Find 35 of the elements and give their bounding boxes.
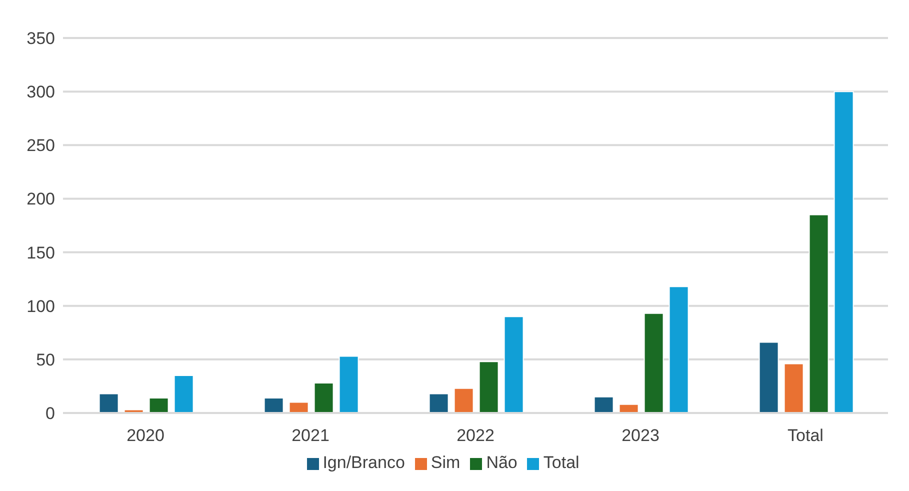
y-tick-label: 50 xyxy=(36,350,55,370)
bar xyxy=(644,312,664,413)
y-tick-label: 350 xyxy=(26,29,55,48)
bar xyxy=(504,316,524,413)
bar xyxy=(338,356,359,413)
bar xyxy=(758,342,779,413)
x-tick-label: 2022 xyxy=(456,426,494,446)
y-tick-label: 300 xyxy=(26,82,55,102)
y-tick-label: 0 xyxy=(46,404,55,424)
x-tick-label: 2020 xyxy=(126,426,164,446)
bar xyxy=(594,396,614,413)
y-tick-label: 250 xyxy=(26,136,55,156)
legend-label: Sim xyxy=(430,453,460,472)
y-tick-label: 200 xyxy=(26,190,55,209)
bar xyxy=(98,393,119,413)
bar xyxy=(428,393,449,413)
bar xyxy=(808,214,829,413)
legend-label: Ign/Branco xyxy=(322,453,405,472)
x-tick-label: Total xyxy=(788,426,824,446)
x-tick-label: 2023 xyxy=(622,426,660,446)
bar xyxy=(478,361,499,413)
x-tick-label: 2021 xyxy=(292,426,330,446)
y-tick-label: 100 xyxy=(26,296,55,316)
bar xyxy=(834,91,854,413)
bar xyxy=(784,363,804,413)
bar xyxy=(454,388,474,413)
bar xyxy=(668,286,689,413)
bar xyxy=(174,375,194,413)
legend-label: Total xyxy=(543,453,580,472)
y-tick-label: 150 xyxy=(26,243,55,262)
bar xyxy=(288,402,309,413)
bar xyxy=(148,398,169,413)
bar xyxy=(314,382,334,413)
legend-label: Não xyxy=(486,453,518,472)
bar xyxy=(264,398,284,413)
